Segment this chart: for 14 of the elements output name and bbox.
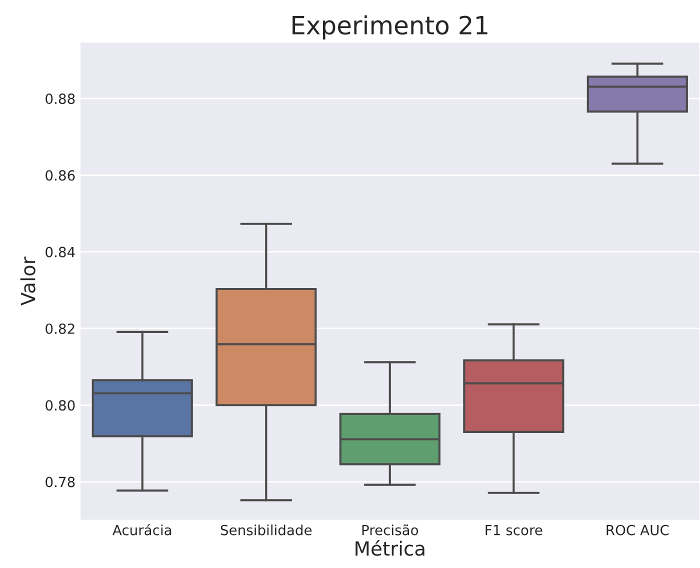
y-axis-title: Valor [20,256,36,306]
y-tick-label: 0.80 [46,400,75,411]
x-tick-label: Acurácia [112,524,172,536]
x-tick-label: ROC AUC [606,524,669,536]
x-tick-label: Sensibilidade [220,524,312,536]
x-tick-label: Precisão [362,524,418,536]
chart-title: Experimento 21 [292,15,488,40]
y-tick-label: 0.82 [46,323,74,334]
y-tick-label: 0.84 [46,246,75,258]
y-tick-label: 0.88 [46,94,75,104]
y-tick-label: 0.86 [46,170,75,181]
x-axis-title: Métrica [356,540,424,556]
x-tick-label: F1 score [486,525,542,536]
y-tick-label: 0.78 [46,476,75,488]
